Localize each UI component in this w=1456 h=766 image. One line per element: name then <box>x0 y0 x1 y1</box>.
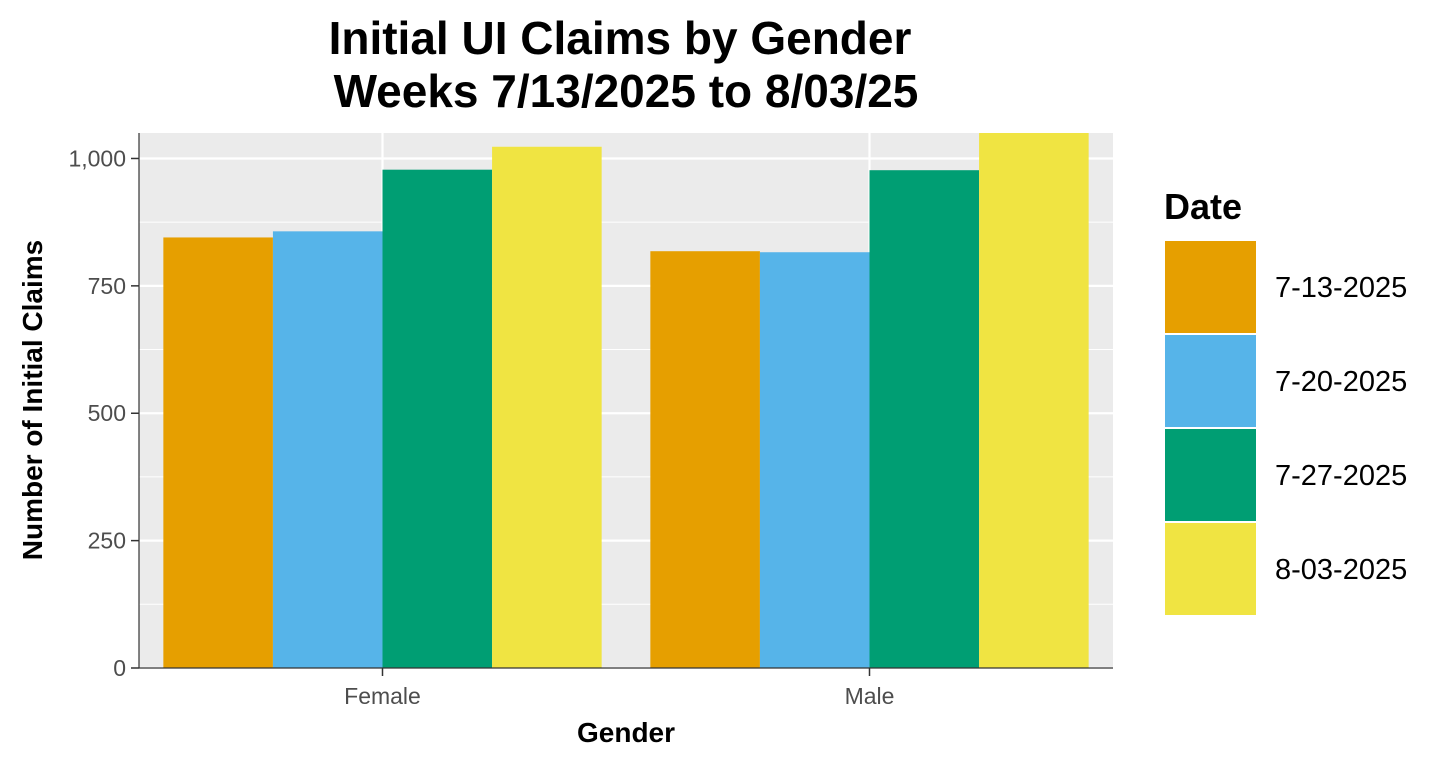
y-tick-label: 1,000 <box>68 145 126 171</box>
bar-female-7-27-2025 <box>382 169 493 668</box>
bar-female-7-13-2025 <box>163 237 273 668</box>
legend-key <box>1163 521 1258 617</box>
bars <box>163 133 1089 669</box>
legend-label: 8-03-2025 <box>1275 554 1407 586</box>
bar-male-8-03-2025 <box>979 133 1089 668</box>
legend-key <box>1163 427 1258 523</box>
bar-female-8-03-2025 <box>492 146 602 668</box>
bar-female-7-20-2025 <box>272 231 383 669</box>
legend-label: 7-13-2025 <box>1275 272 1407 304</box>
legend-key <box>1163 239 1258 335</box>
y-tick-label: 750 <box>88 273 126 299</box>
y-tick-label: 500 <box>88 400 126 426</box>
bar-male-7-27-2025 <box>869 170 980 668</box>
y-tick-label: 250 <box>88 528 126 554</box>
chart-subtitle: Weeks 7/13/2025 to 8/03/25 <box>334 65 919 117</box>
axes: 0 250 500 750 1,000 Female Male <box>68 133 1113 709</box>
legend-key <box>1163 333 1258 429</box>
legend-label: 7-20-2025 <box>1275 366 1407 398</box>
bar-male-7-20-2025 <box>759 252 870 668</box>
legend-label: 7-27-2025 <box>1275 460 1407 492</box>
legend-title: Date <box>1164 186 1242 227</box>
bar-male-7-13-2025 <box>650 251 760 668</box>
x-tick-label: Female <box>344 683 421 709</box>
x-tick-label: Male <box>845 683 895 709</box>
legend: 7-13-2025 7-20-2025 7-27-2025 8-03-2025 <box>1163 239 1407 617</box>
x-axis-title: Gender <box>577 717 675 748</box>
y-tick-label: 0 <box>113 655 126 681</box>
y-axis-title: Number of Initial Claims <box>17 240 48 561</box>
chart-title: Initial UI Claims by Gender <box>329 12 912 64</box>
